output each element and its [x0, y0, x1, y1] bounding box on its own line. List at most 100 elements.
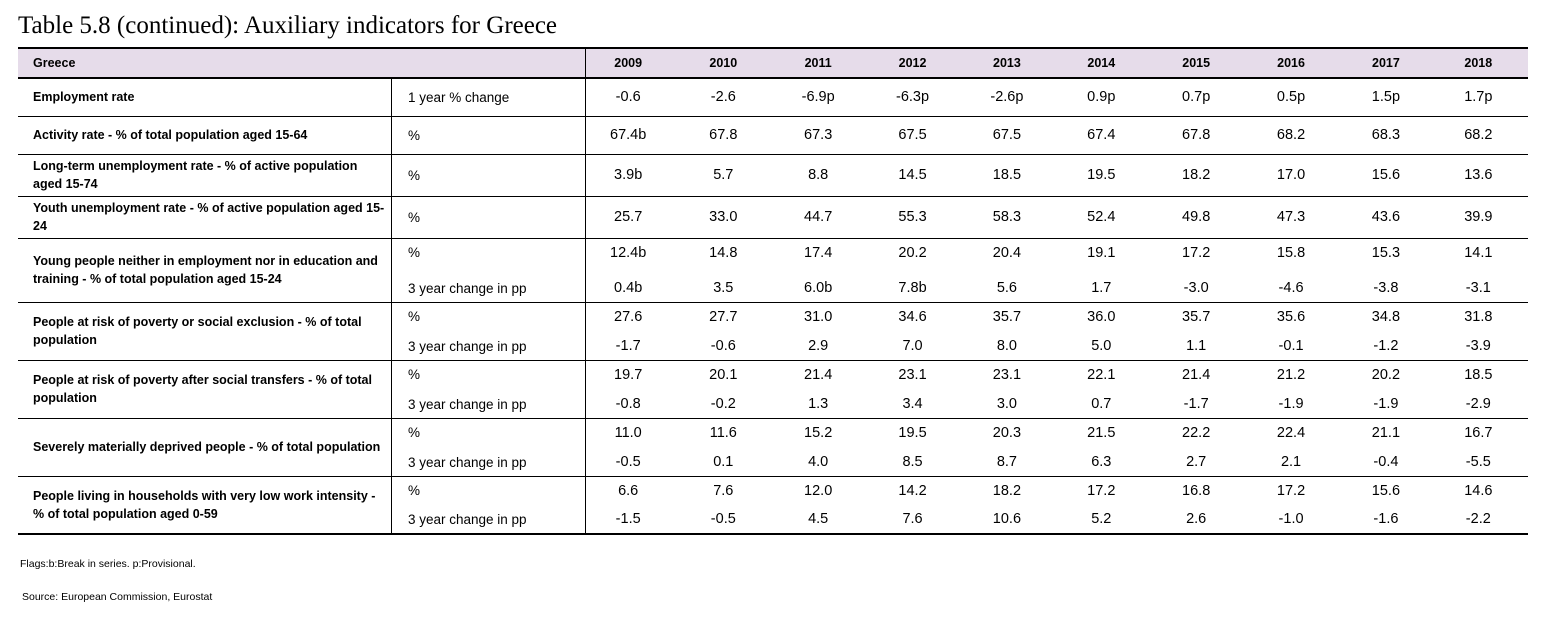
value-cell: -3.0: [1153, 270, 1249, 303]
value-cell: 27.7: [709, 308, 738, 325]
value-cell: 18.2: [992, 482, 1022, 499]
value-cell: 23.1: [992, 366, 1022, 383]
value-cell: 19.1: [1087, 244, 1116, 261]
value-cell: 10.6: [964, 505, 1060, 535]
year-header: 2017: [1343, 47, 1439, 79]
value-cell: 17.0: [1248, 154, 1344, 197]
value-cell: 1.7p: [1438, 78, 1528, 117]
indicator-label: Young people neither in employment nor i…: [18, 238, 392, 303]
indicator-label: People at risk of poverty or social excl…: [18, 302, 392, 361]
value-cell: 21.2: [1276, 366, 1306, 383]
value-cell: -0.5: [585, 447, 681, 477]
value-cell: 7.6: [713, 482, 734, 499]
value-cell: 0.7: [1059, 389, 1154, 419]
value-cell: -0.4: [1343, 447, 1439, 477]
value-cell: 67.8: [1153, 116, 1249, 155]
value-cell: -3.9: [1438, 331, 1528, 361]
value-cell: 2.9: [775, 331, 871, 361]
value-cell: 16.7: [1464, 424, 1493, 441]
value-cell: 7.0: [870, 331, 965, 361]
year-header: 2011: [775, 47, 871, 79]
value-cell: 1.1: [1153, 331, 1249, 361]
value-cell: 18.5: [1464, 366, 1493, 383]
value-cell: -1.9: [1248, 389, 1344, 419]
value-cell: 14.5: [870, 154, 965, 197]
year-header: 2014: [1059, 47, 1154, 79]
value-cell: 58.3: [964, 196, 1060, 239]
year-header: 2015: [1153, 47, 1249, 79]
value-cell: -6.9p: [775, 78, 871, 117]
value-cell: 20.1: [709, 366, 738, 383]
value-cell: 22.1: [1087, 366, 1116, 383]
unit-cell: %: [391, 476, 586, 505]
value-cell: 49.8: [1153, 196, 1249, 239]
value-cell: 19.5: [898, 424, 927, 441]
unit-cell: %: [391, 196, 586, 239]
value-cell: 67.3: [775, 116, 871, 155]
value-cell: -2.6: [680, 78, 776, 117]
value-cell: 3.0: [964, 389, 1060, 419]
source-note: Source: European Commission, Eurostat: [22, 591, 213, 603]
value-cell: -0.6: [585, 78, 681, 117]
value-cell: -1.5: [585, 505, 681, 535]
value-cell: 5.6: [964, 270, 1060, 303]
value-cell: 17.2: [1276, 482, 1306, 499]
unit-cell: 3 year change in pp: [391, 447, 586, 477]
table-title: Table 5.8 (continued): Auxiliary indicat…: [18, 12, 558, 39]
value-cell: 19.5: [1059, 154, 1154, 197]
value-cell: 67.4b: [585, 116, 681, 155]
value-cell: 23.1: [898, 366, 927, 383]
value-cell: -0.5: [680, 505, 776, 535]
unit-cell: 3 year change in pp: [391, 505, 586, 535]
value-cell: 67.4: [1059, 116, 1154, 155]
value-cell: 15.3: [1371, 244, 1401, 261]
value-cell: 15.6: [1371, 482, 1401, 499]
value-cell: -0.1: [1248, 331, 1344, 361]
value-cell: -6.3p: [870, 78, 965, 117]
value-cell: 68.2: [1248, 116, 1344, 155]
value-cell: 16.8: [1182, 482, 1211, 499]
table-row: Employment rate 1 year % change -0.6 -2.6 -6…: [18, 78, 1528, 117]
value-cell: 11.6: [709, 424, 737, 441]
flags-footnote: Flags:b:Break in series. p:Provisional.: [20, 558, 196, 570]
value-cell: -2.9: [1438, 389, 1528, 419]
value-cell: -3.1: [1438, 270, 1528, 303]
value-cell: 2.7: [1153, 447, 1249, 477]
table-row: People living in households with very lo…: [18, 476, 1528, 535]
table-row: Activity rate - % of total population ag…: [18, 116, 1528, 155]
value-cell: 20.2: [898, 244, 927, 261]
value-cell: 12.0: [804, 482, 833, 499]
value-cell: 5.2: [1059, 505, 1154, 535]
value-cell: 15.6: [1343, 154, 1439, 197]
value-cell: 44.7: [775, 196, 871, 239]
value-cell: 39.9: [1438, 196, 1528, 239]
value-cell: 6.6: [618, 482, 639, 499]
year-header: 2012: [870, 47, 965, 79]
value-cell: -1.7: [1153, 389, 1249, 419]
table-row: People at risk of poverty after social t…: [18, 360, 1528, 419]
value-cell: 17.4: [804, 244, 833, 261]
value-cell: 20.4: [992, 244, 1022, 261]
value-cell: 67.5: [964, 116, 1060, 155]
year-header: 2018: [1438, 47, 1528, 79]
value-cell: 8.8: [775, 154, 871, 197]
unit-cell: 3 year change in pp: [391, 389, 586, 419]
value-cell: -2.2: [1438, 505, 1528, 535]
value-cell: 52.4: [1059, 196, 1154, 239]
value-cell: 68.2: [1438, 116, 1528, 155]
value-cell: 0.5p: [1248, 78, 1344, 117]
value-cell: 17.2: [1087, 482, 1116, 499]
value-cell: 14.6: [1464, 482, 1493, 499]
value-cell: 20.3: [992, 424, 1022, 441]
indicator-label: Youth unemployment rate - % of active po…: [18, 196, 392, 239]
value-cell: 8.0: [964, 331, 1060, 361]
indicator-label: Activity rate - % of total population ag…: [18, 116, 392, 155]
value-cell: 35.7: [1182, 308, 1211, 325]
table-body: Employment rate 1 year % change -0.6 -2.6 -6…: [18, 78, 1528, 535]
value-cell: 1.5p: [1343, 78, 1439, 117]
value-cell: 34.6: [898, 308, 927, 325]
country-header: Greece: [18, 47, 586, 79]
value-cell: 14.1: [1464, 244, 1493, 261]
year-header: 2013: [964, 47, 1060, 79]
value-cell: 31.0: [804, 308, 833, 325]
